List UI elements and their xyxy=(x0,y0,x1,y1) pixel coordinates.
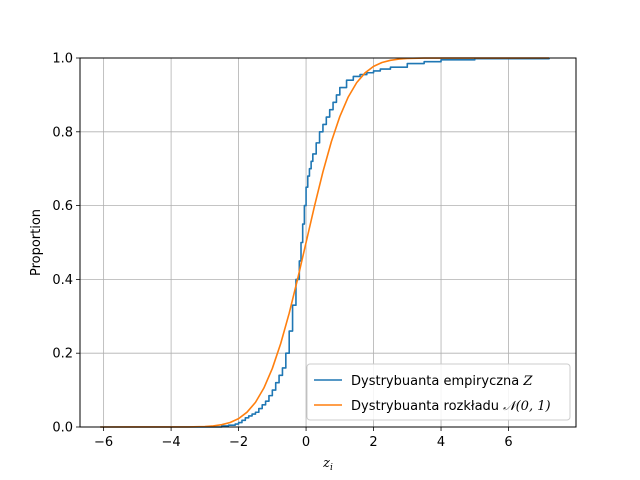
y-tick-label: 0.2 xyxy=(52,347,73,362)
legend: Dystrybuanta empiryczna Z Dystrybuanta ro… xyxy=(306,363,571,421)
y-tick-label: 0.0 xyxy=(52,421,73,436)
legend-label-1: Dystrybuanta rozkładu 𝒩(0, 1) xyxy=(351,399,551,414)
series-lines xyxy=(100,57,550,428)
y-tick-label: 0.8 xyxy=(52,125,73,140)
y-tick-label: 1.0 xyxy=(52,52,73,67)
x-axis-ticks: −6 −4 −2 0 2 4 6 xyxy=(94,427,513,450)
y-tick-label: 0.4 xyxy=(52,273,73,288)
series-line-0 xyxy=(100,57,550,428)
legend-label-text: Dystrybuanta empiryczna xyxy=(351,374,523,389)
plot-frame xyxy=(79,57,577,428)
legend-label-text: Dystrybuanta rozkładu xyxy=(351,399,503,414)
legend-box xyxy=(306,363,571,421)
x-tick-label: −4 xyxy=(162,435,181,450)
legend-label-0: Dystrybuanta empiryczna Z xyxy=(351,374,533,389)
legend-label-symbol: 𝒩(0, 1) xyxy=(503,399,550,414)
x-tick-label: 6 xyxy=(504,435,512,450)
x-tick-label: −6 xyxy=(94,435,113,450)
x-tick-label: 2 xyxy=(369,435,377,450)
x-axis-label: zi xyxy=(322,456,333,473)
y-tick-label: 0.6 xyxy=(52,199,73,214)
legend-label-symbol: Z xyxy=(522,374,533,389)
y-axis-ticks: 0.0 0.2 0.4 0.6 0.8 1.0 xyxy=(52,52,80,436)
x-axis-label-subscript: i xyxy=(330,463,333,473)
x-tick-label: −2 xyxy=(229,435,248,450)
y-axis-label: Proportion xyxy=(29,209,44,276)
x-tick-label: 4 xyxy=(437,435,445,450)
series-line-1 xyxy=(100,57,550,428)
x-axis-label-main: z xyxy=(322,456,330,471)
x-tick-label: 0 xyxy=(302,435,310,450)
